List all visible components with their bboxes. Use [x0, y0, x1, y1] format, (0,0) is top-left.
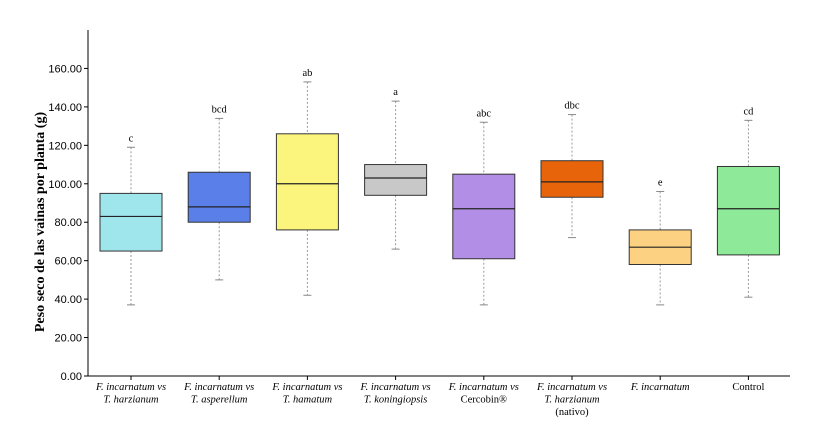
y-tick-label: 40.00 [54, 294, 82, 306]
x-tick-label: F. incarnatum [630, 382, 690, 393]
x-tick-label: T. asperellum [191, 395, 248, 406]
significance-letter: bcd [212, 104, 228, 115]
significance-letter: e [658, 177, 663, 188]
y-tick-label: 80.00 [54, 217, 82, 229]
box-group: dbc [540, 101, 604, 239]
box-iqr [364, 164, 428, 196]
boxes: c bcd ab a abc dbc e cd [99, 68, 780, 306]
box-iqr [275, 133, 339, 231]
x-tick-label: (nativo) [555, 407, 589, 418]
box-group: e [628, 177, 692, 306]
box-iqr [540, 160, 604, 198]
significance-letter: c [129, 133, 134, 144]
x-tick-label: F. incarnatum vs [448, 382, 519, 393]
box-group: a [364, 87, 428, 250]
x-tick-label: T. hamatum [283, 395, 333, 406]
x-tick-label: T. koningiopsis [364, 395, 427, 406]
significance-letter: dbc [564, 101, 580, 112]
box-group: c [99, 133, 163, 306]
y-tick-label: 120.00 [48, 140, 82, 152]
x-tick-label: F. incarnatum vs [95, 382, 166, 393]
y-tick-label: 100.00 [48, 179, 82, 191]
y-tick-label: 0.00 [61, 371, 82, 383]
x-tick-label: F. incarnatum vs [183, 382, 254, 393]
y-tick-label: 60.00 [54, 256, 82, 268]
significance-letter: cd [743, 106, 754, 117]
y-tick-label: 20.00 [54, 333, 82, 345]
x-tick-label: Control [732, 382, 764, 393]
box-group: cd [716, 106, 780, 298]
box-iqr [452, 173, 516, 260]
box-group: bcd [187, 104, 251, 281]
significance-letter: abc [477, 108, 492, 119]
significance-letter: a [393, 87, 398, 98]
y-tick-label: 160.00 [48, 63, 82, 75]
x-tick-label: F. incarnatum vs [271, 382, 342, 393]
box-group: ab [275, 68, 339, 296]
x-tick-label: T. harzianum [103, 395, 159, 406]
box-group: abc [452, 108, 516, 306]
axes: 0.00 20.00 40.00 60.00 80.00 100.00 120.00 140.… [48, 30, 790, 418]
box-iqr [716, 165, 780, 256]
box-iqr [99, 192, 163, 252]
x-tick-label: T. harzianum [544, 395, 600, 406]
x-tick-label: F. incarnatum vs [360, 382, 431, 393]
box-iqr [187, 171, 251, 223]
x-tick-label: F. incarnatum vs [536, 382, 607, 393]
significance-letter: ab [302, 68, 312, 79]
x-tick-label: Cercobin® [461, 395, 507, 406]
y-axis-label: Peso seco de las vainas por planta (g) [33, 112, 48, 333]
y-tick-label: 140.00 [48, 102, 82, 114]
